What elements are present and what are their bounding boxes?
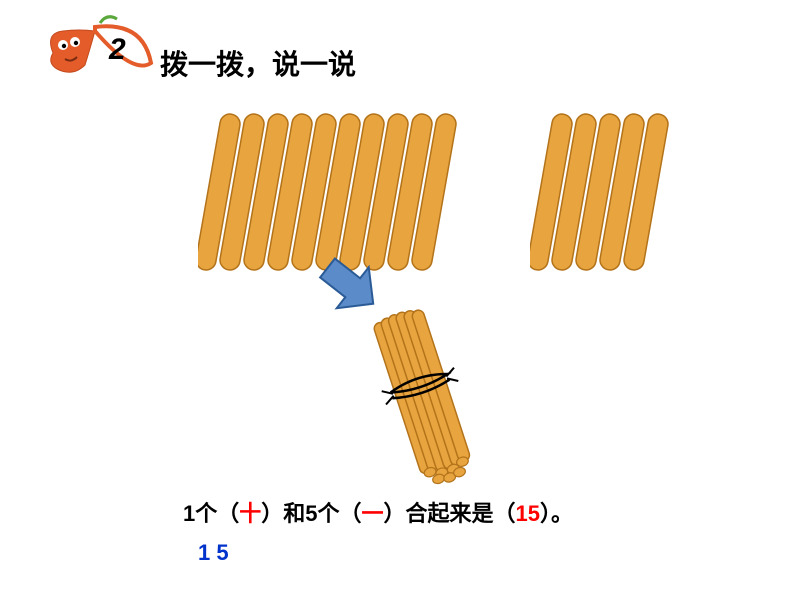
sentence-prefix1: 1个（ — [183, 501, 239, 526]
sentence-line: 1个（十）和5个（一）合起来是（15）。 — [183, 496, 573, 528]
sentence-mid2: ）合起来是（ — [384, 501, 516, 526]
heading-text: 拨一拨，说一说 — [160, 43, 356, 83]
bullet-pepper-icon: 2 — [45, 15, 155, 88]
sentence-suffix: ）。 — [540, 501, 573, 526]
sentence-mid1: ）和5个（ — [261, 501, 361, 526]
sentence-answer3: 15 — [516, 501, 540, 526]
sentence-answer2: 一 — [362, 501, 384, 526]
stick-bundle-icon — [355, 300, 495, 495]
sentence-answer1: 十 — [239, 501, 261, 526]
number-display: 1 5 — [198, 540, 229, 566]
bullet-number: 2 — [108, 33, 126, 66]
stick-group-five — [530, 105, 710, 285]
